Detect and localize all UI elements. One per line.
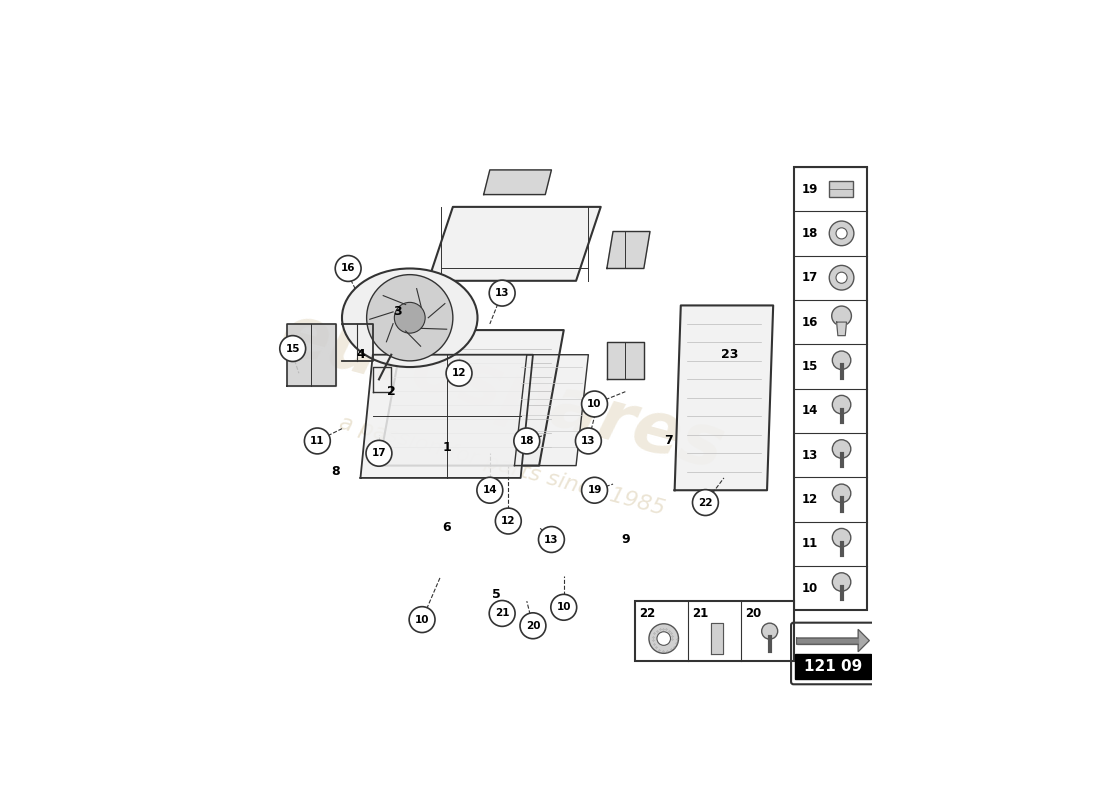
Text: 16: 16: [341, 263, 355, 274]
Text: 7: 7: [664, 434, 673, 447]
Text: 18: 18: [519, 436, 534, 446]
Circle shape: [520, 613, 546, 638]
FancyBboxPatch shape: [829, 181, 852, 197]
Text: 3: 3: [393, 305, 402, 318]
Circle shape: [832, 306, 851, 326]
Text: 22: 22: [698, 498, 713, 507]
Text: 21: 21: [495, 609, 509, 618]
Circle shape: [490, 601, 515, 626]
Circle shape: [833, 351, 850, 370]
Circle shape: [836, 228, 847, 239]
Text: 17: 17: [372, 448, 386, 458]
Text: 2: 2: [387, 385, 396, 398]
Polygon shape: [674, 306, 773, 490]
Circle shape: [490, 280, 515, 306]
Circle shape: [582, 478, 607, 503]
Circle shape: [366, 440, 392, 466]
Circle shape: [514, 428, 540, 454]
Polygon shape: [607, 342, 644, 379]
Text: 13: 13: [581, 436, 595, 446]
Circle shape: [693, 490, 718, 515]
Polygon shape: [796, 630, 869, 652]
Polygon shape: [711, 623, 723, 654]
FancyBboxPatch shape: [635, 601, 793, 662]
Circle shape: [551, 594, 576, 620]
Circle shape: [829, 266, 854, 290]
Polygon shape: [361, 354, 532, 478]
Circle shape: [336, 255, 361, 282]
Circle shape: [279, 336, 306, 362]
Text: 10: 10: [802, 582, 818, 594]
Text: 15: 15: [802, 360, 818, 373]
FancyBboxPatch shape: [793, 167, 868, 610]
Text: 11: 11: [310, 436, 324, 446]
Text: 21: 21: [693, 606, 708, 620]
Text: 11: 11: [802, 538, 818, 550]
Text: 12: 12: [452, 368, 466, 378]
Text: 14: 14: [483, 486, 497, 495]
Circle shape: [582, 391, 607, 417]
Text: 4: 4: [356, 348, 365, 362]
Circle shape: [575, 428, 602, 454]
Text: 20: 20: [526, 621, 540, 630]
Text: 19: 19: [587, 486, 602, 495]
Circle shape: [833, 440, 850, 458]
Text: 13: 13: [495, 288, 509, 298]
Text: 13: 13: [544, 534, 559, 545]
Text: 17: 17: [802, 271, 818, 284]
Text: 1: 1: [442, 441, 451, 454]
Circle shape: [833, 529, 850, 547]
Circle shape: [657, 632, 671, 646]
Circle shape: [477, 478, 503, 503]
Text: 10: 10: [587, 399, 602, 409]
Text: 6: 6: [442, 521, 451, 534]
Circle shape: [836, 272, 847, 283]
Polygon shape: [428, 207, 601, 281]
Polygon shape: [607, 231, 650, 269]
Text: 10: 10: [557, 602, 571, 612]
Circle shape: [829, 221, 854, 246]
Text: 19: 19: [802, 182, 818, 195]
Ellipse shape: [342, 269, 477, 367]
Circle shape: [833, 573, 850, 591]
Text: a passion for parts since 1985: a passion for parts since 1985: [337, 413, 668, 518]
Text: 10: 10: [415, 614, 429, 625]
Circle shape: [447, 360, 472, 386]
Circle shape: [649, 624, 679, 654]
Circle shape: [366, 274, 453, 361]
FancyBboxPatch shape: [795, 654, 870, 678]
Text: 23: 23: [722, 348, 739, 362]
Polygon shape: [796, 638, 858, 644]
Circle shape: [539, 526, 564, 553]
Polygon shape: [286, 324, 336, 386]
Polygon shape: [484, 170, 551, 194]
Text: 22: 22: [639, 606, 656, 620]
Text: 15: 15: [286, 343, 300, 354]
Text: 18: 18: [802, 227, 818, 240]
Text: 13: 13: [802, 449, 818, 462]
Polygon shape: [378, 330, 563, 466]
Circle shape: [761, 623, 778, 639]
Text: 14: 14: [802, 404, 818, 418]
Polygon shape: [515, 354, 589, 466]
Text: 12: 12: [502, 516, 516, 526]
Polygon shape: [837, 322, 847, 336]
Circle shape: [495, 508, 521, 534]
Circle shape: [833, 395, 850, 414]
Circle shape: [305, 428, 330, 454]
Text: 12: 12: [802, 493, 818, 506]
Text: 9: 9: [621, 533, 629, 546]
Text: 121 09: 121 09: [804, 659, 862, 674]
Text: eurospares: eurospares: [273, 299, 732, 484]
Text: 5: 5: [492, 589, 500, 602]
Circle shape: [395, 302, 425, 333]
Text: 20: 20: [746, 606, 761, 620]
Circle shape: [833, 484, 850, 502]
Text: 16: 16: [802, 315, 818, 329]
Text: 8: 8: [331, 466, 340, 478]
Circle shape: [409, 606, 434, 633]
